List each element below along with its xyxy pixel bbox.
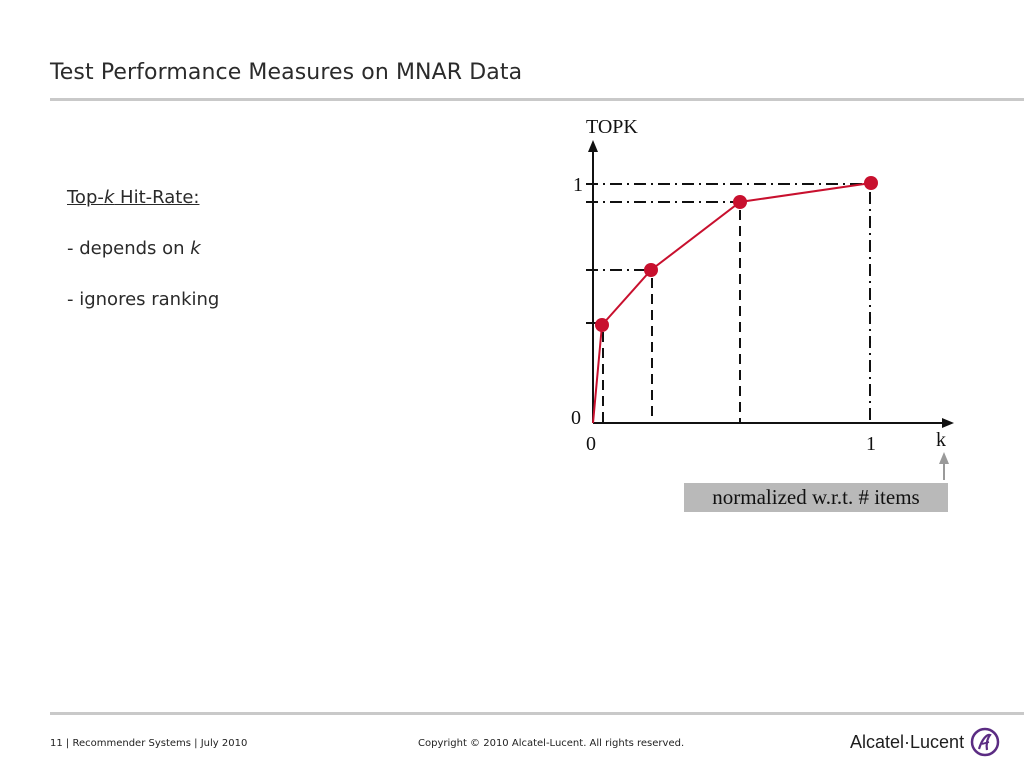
heading-text: Top-k Hit-Rate: (67, 187, 199, 208)
logo-wordmark: Alcatel·Lucent (850, 731, 965, 752)
bullet-heading: Top-k Hit-Rate: (67, 185, 219, 211)
x-axis-arrow (942, 418, 954, 428)
footer-slide-info: 11 | Recommender Systems | July 2010 (50, 738, 248, 749)
curve-point-4 (864, 176, 878, 190)
topk-curve (592, 182, 872, 424)
y-axis-title: TOPK (586, 116, 638, 138)
y-tick-top: 1 (573, 174, 583, 196)
y-tick-origin: 0 (571, 407, 581, 429)
curve-point-2 (644, 263, 658, 277)
normalization-note: normalized w.r.t. # items (684, 483, 948, 512)
bullet-item-depends: - depends on k (67, 236, 219, 262)
heading-k: k (103, 187, 115, 208)
alcatel-lucent-logo-icon (970, 727, 1000, 757)
bullet-list: Top-k Hit-Rate: - depends on k - ignores… (67, 185, 219, 338)
bullet-item-ranking: - ignores ranking (67, 289, 220, 310)
heading-suffix: Hit-Rate: (114, 187, 200, 208)
heading-prefix: Top- (67, 187, 104, 208)
y-axis-arrow (588, 140, 598, 152)
footer-divider (50, 712, 1024, 715)
x-tick-origin: 0 (586, 433, 596, 455)
item1-k: k (190, 238, 201, 259)
curve-point-3 (733, 195, 747, 209)
slide-title: Test Performance Measures on MNAR Data (50, 60, 523, 85)
curve-point-1 (595, 318, 609, 332)
title-divider (50, 98, 1024, 101)
company-logo: Alcatel·Lucent (850, 726, 1000, 758)
footer-copyright: Copyright © 2010 Alcatel-Lucent. All rig… (418, 738, 685, 749)
x-tick-right: 1 (866, 433, 876, 455)
x-axis-title: k (936, 429, 946, 451)
note-pointer-head (939, 452, 949, 464)
item1-prefix: - depends on (67, 238, 191, 259)
